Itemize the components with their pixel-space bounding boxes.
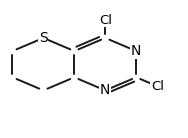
Text: N: N — [131, 44, 141, 58]
Text: S: S — [39, 31, 48, 45]
Text: Cl: Cl — [151, 80, 164, 93]
Text: Cl: Cl — [99, 14, 112, 26]
Text: N: N — [100, 83, 111, 97]
